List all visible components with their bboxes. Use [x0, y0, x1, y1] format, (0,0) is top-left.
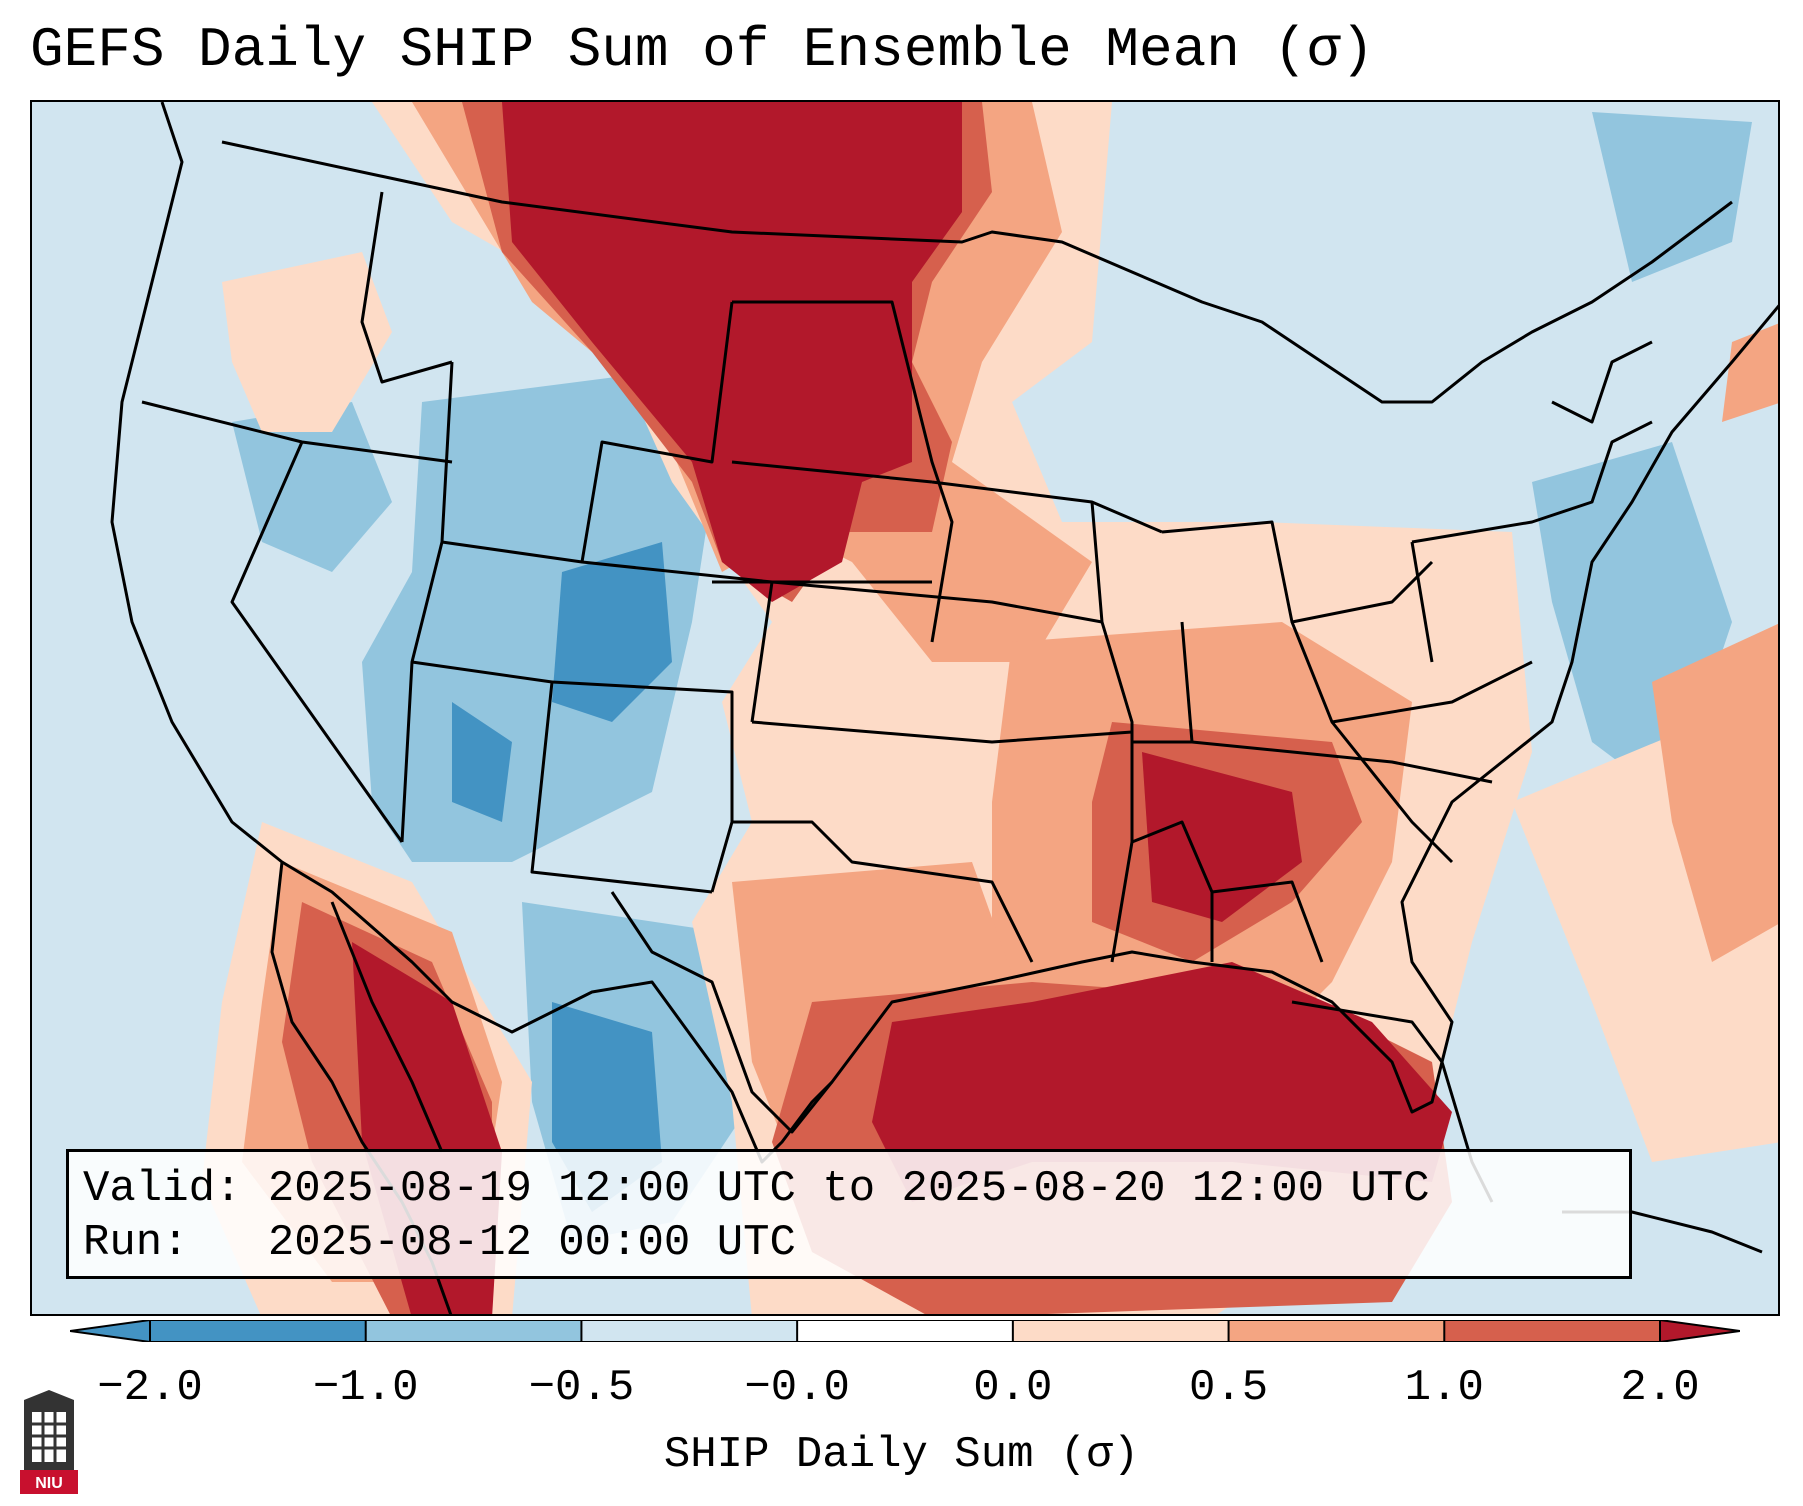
niu-logo: NIU	[20, 1390, 78, 1494]
colorbar-tick-label: −0.0	[744, 1363, 850, 1413]
colorbar-tick-label: 1.0	[1404, 1363, 1484, 1413]
run-time-text: Run: 2025-08-12 00:00 UTC	[83, 1218, 796, 1268]
ship-field	[202, 102, 1778, 1314]
map-panel	[30, 100, 1780, 1316]
colorbar-segment	[581, 1320, 798, 1342]
page-title: GEFS Daily SHIP Sum of Ensemble Mean (σ)	[30, 18, 1375, 82]
colorbar-segments	[70, 1320, 1740, 1342]
colorbar-tick-label: −2.0	[97, 1363, 203, 1413]
colorbar-tick-label: 0.5	[1188, 1363, 1269, 1413]
colorbar-tick-label: −0.5	[528, 1363, 635, 1413]
colorbar-segment	[797, 1320, 1014, 1342]
colorbar-segment	[150, 1320, 367, 1342]
colorbar	[70, 1320, 1740, 1342]
colorbar-tick-label: 0.0	[973, 1363, 1053, 1413]
colorbar-tick-label: −1.0	[312, 1363, 419, 1413]
colorbar-segment	[1444, 1320, 1661, 1342]
colorbar-extend-high	[1660, 1320, 1740, 1342]
colorbar-extend-low	[70, 1320, 150, 1342]
colorbar-segment	[365, 1320, 582, 1342]
colorbar-label: SHIP Daily Sum (σ)	[663, 1430, 1140, 1480]
validity-info-box: Valid: 2025-08-19 12:00 UTC to 2025-08-2…	[66, 1149, 1632, 1279]
colorbar-segment	[1228, 1320, 1445, 1342]
colorbar-segment	[1012, 1320, 1230, 1342]
logo-text: NIU	[35, 1475, 63, 1492]
colorbar-tick-label: 2.0	[1620, 1363, 1700, 1413]
state-boundaries	[110, 102, 1778, 1314]
ship-field-map	[32, 102, 1778, 1314]
valid-time-text: Valid: 2025-08-19 12:00 UTC to 2025-08-2…	[83, 1164, 1430, 1214]
